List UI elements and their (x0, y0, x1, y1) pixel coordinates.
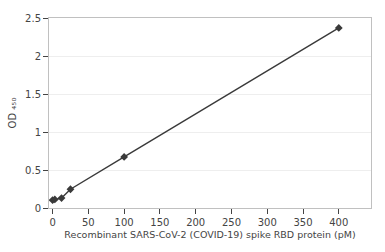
svg-text:100: 100 (115, 217, 134, 228)
svg-text:0: 0 (35, 203, 41, 214)
svg-text:OD ₄₅₀: OD ₄₅₀ (7, 98, 18, 129)
svg-text:2.5: 2.5 (25, 13, 41, 24)
svg-text:150: 150 (150, 217, 169, 228)
svg-text:2: 2 (35, 51, 41, 62)
svg-text:50: 50 (82, 217, 95, 228)
svg-text:400: 400 (329, 217, 348, 228)
svg-text:Recombinant SARS-CoV-2 (COVID-: Recombinant SARS-CoV-2 (COVID-19) spike … (64, 229, 355, 240)
svg-text:200: 200 (186, 217, 205, 228)
svg-text:250: 250 (222, 217, 241, 228)
svg-text:1: 1 (35, 127, 41, 138)
svg-text:0.5: 0.5 (25, 165, 41, 176)
svg-text:350: 350 (293, 217, 312, 228)
svg-text:300: 300 (258, 217, 277, 228)
svg-text:1.5: 1.5 (25, 89, 41, 100)
svg-text:0: 0 (49, 217, 55, 228)
